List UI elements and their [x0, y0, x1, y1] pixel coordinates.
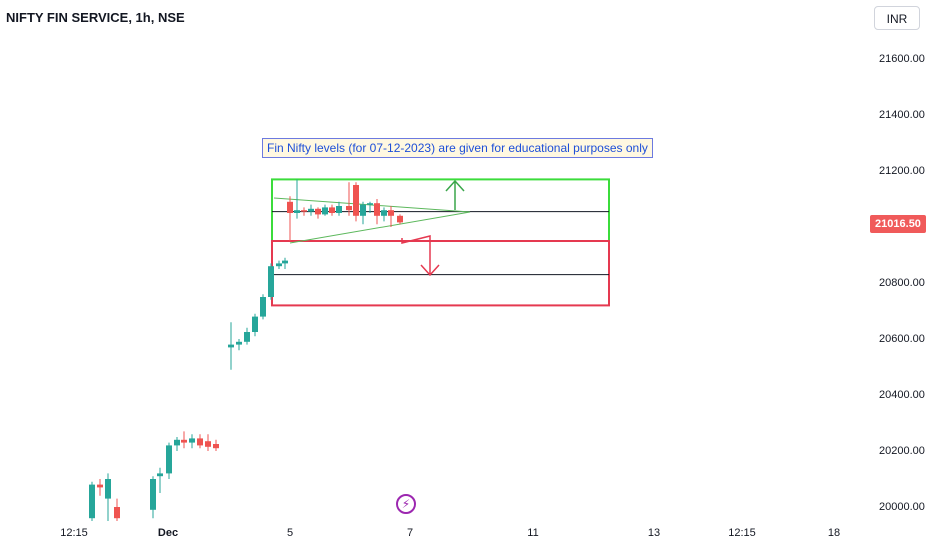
candle-body: [181, 439, 187, 443]
candle-body: [353, 185, 359, 216]
last-price-label: 21016.50: [870, 215, 926, 233]
candle-body: [236, 341, 242, 345]
triangle-pattern: [273, 197, 471, 244]
up-arrow: [445, 179, 465, 210]
candle-body: [282, 260, 288, 264]
candle-body: [213, 444, 219, 449]
candle-body: [301, 210, 307, 212]
lower-zone-box: [271, 240, 610, 307]
candle-body: [315, 208, 321, 215]
price-tick: 20200.00: [879, 445, 925, 457]
time-tick: 12:15: [728, 527, 756, 539]
time-tick: 7: [406, 527, 414, 539]
time-tick: 12:15: [60, 527, 88, 539]
annotation-note[interactable]: Fin Nifty levels (for 07-12-2023) are gi…: [262, 138, 653, 158]
candle-body: [197, 438, 203, 446]
price-tick: 20000.00: [879, 501, 925, 513]
candle-body: [374, 203, 380, 216]
candle-body: [322, 207, 328, 215]
time-tick: 11: [527, 527, 539, 539]
price-tick: 21600.00: [879, 53, 925, 65]
time-tick: Dec: [157, 527, 179, 539]
candle-body: [260, 297, 266, 317]
price-tick: 21400.00: [879, 109, 925, 121]
candle-body: [360, 204, 366, 216]
candle-body: [114, 507, 120, 519]
candle-body: [189, 438, 195, 443]
candle-body: [367, 203, 373, 205]
time-tick: 13: [647, 527, 661, 539]
candle-body: [157, 473, 163, 477]
lightning-bolt-icon[interactable]: ⚡: [396, 494, 416, 514]
price-axis[interactable]: 21600.00 21400.00 21200.00 20800.00 20600.00…: [855, 0, 932, 525]
candle-body: [89, 484, 95, 519]
candle-body: [294, 210, 300, 213]
candle-body: [329, 207, 335, 213]
down-arrow: [401, 235, 440, 277]
candle-body: [388, 210, 394, 216]
price-tick: 20600.00: [879, 333, 925, 345]
candle-body: [105, 479, 111, 499]
candle-body: [336, 206, 342, 213]
candle-body: [174, 439, 180, 446]
price-tick: 20400.00: [879, 389, 925, 401]
candle-body: [276, 263, 282, 267]
candle-body: [150, 479, 156, 510]
candle-body: [244, 332, 250, 342]
symbol-title[interactable]: NIFTY FIN SERVICE, 1h, NSE: [6, 10, 185, 25]
currency-button[interactable]: INR: [874, 6, 920, 30]
candle-body: [205, 441, 211, 447]
time-tick: 5: [286, 527, 294, 539]
price-tick: 21200.00: [879, 165, 925, 177]
time-tick: 18: [827, 527, 841, 539]
candle-body: [381, 210, 387, 216]
candle-body: [252, 316, 258, 332]
candle-body: [397, 215, 403, 223]
candle-body: [308, 208, 314, 212]
candle-body: [346, 206, 352, 211]
candle-body: [97, 484, 103, 488]
candle-body: [268, 266, 274, 297]
price-tick: 20800.00: [879, 277, 925, 289]
candle-body: [166, 445, 172, 474]
candle-body: [228, 344, 234, 348]
candle-body: [287, 201, 293, 213]
